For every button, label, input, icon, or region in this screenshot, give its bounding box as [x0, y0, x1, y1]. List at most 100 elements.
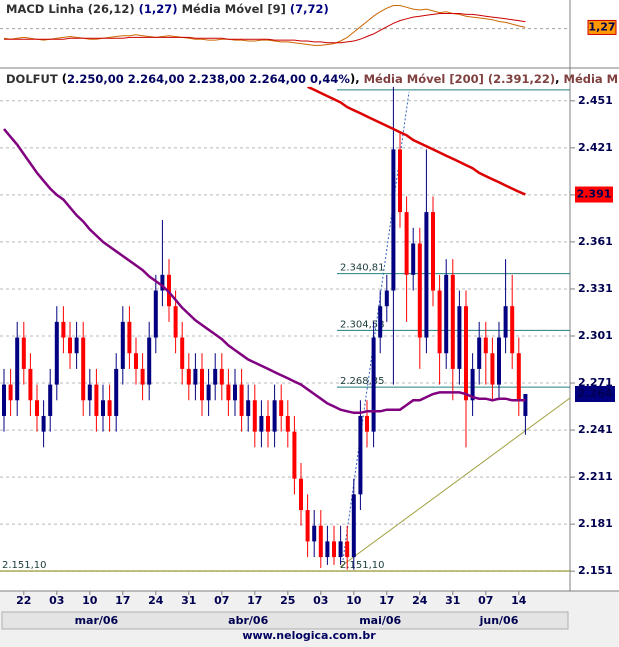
candle-body — [299, 478, 303, 511]
header-part: (7,72) — [290, 2, 329, 16]
candle-body — [239, 384, 244, 416]
header-part: DOLFUT — [6, 72, 58, 86]
x-tick-label: 31 — [181, 594, 196, 607]
x-tick-label: 10 — [82, 594, 98, 607]
candle-body — [325, 541, 330, 558]
candle-body — [54, 321, 59, 385]
value-box — [587, 19, 617, 35]
header-part: 2.250,00 — [67, 72, 124, 86]
candle-body — [61, 321, 66, 338]
header-part: Média M — [564, 72, 619, 86]
month-label: jun/06 — [479, 614, 519, 627]
fib-label: 2.340,81 — [340, 263, 385, 274]
x-tick-label: 03 — [49, 594, 64, 607]
header-part: Média Móvel [200] (2.391,22) — [364, 72, 556, 86]
macd-header: MACD Linha (26,12) (1,27) Média Móvel [9… — [6, 2, 329, 16]
candle-body — [173, 306, 178, 338]
candle-body — [497, 337, 501, 385]
macd-plot — [0, 5, 570, 46]
header-part: (1,27) — [139, 2, 178, 16]
x-tick-label: 17 — [379, 594, 394, 607]
candle-body — [457, 306, 462, 369]
candle-body — [424, 212, 429, 338]
candle-body — [444, 274, 449, 354]
candle-body — [503, 306, 508, 338]
candle-body — [510, 306, 515, 354]
x-tick-label: 31 — [445, 594, 460, 607]
candle-body — [41, 415, 46, 432]
candle-body — [338, 541, 343, 558]
candle-body — [266, 415, 270, 432]
close-box — [575, 386, 615, 403]
line-series — [3, 5, 526, 46]
close-box-label: 2.264 — [578, 387, 613, 400]
fib-label: 2.151,10 — [2, 560, 47, 571]
candle-body — [391, 149, 396, 291]
ma-box — [575, 186, 613, 203]
candle-body — [219, 368, 224, 385]
candle-body — [345, 541, 350, 558]
x-tick-label: 10 — [346, 594, 362, 607]
y-tick-label: 2.331 — [578, 282, 613, 295]
candle-body — [490, 353, 495, 385]
candle-body — [470, 368, 475, 401]
y-tick-label: 2.301 — [578, 329, 613, 342]
candle-body — [417, 243, 422, 338]
candle-body — [134, 353, 138, 369]
header-part: 2.238,00 — [189, 72, 246, 86]
candle-body — [8, 384, 13, 401]
candle-body — [186, 368, 191, 385]
x-tick-label: 17 — [247, 594, 262, 607]
fib-label: 2.304,58 — [340, 319, 385, 330]
support-line — [339, 397, 570, 568]
candle-body — [351, 494, 356, 558]
header-part: 2.264,00 — [249, 72, 306, 86]
candle-body — [431, 212, 435, 291]
candle-body — [35, 400, 39, 416]
candle-body — [81, 337, 86, 401]
y-tick-label: 2.361 — [578, 235, 613, 248]
candle-body — [107, 400, 112, 416]
x-tick-label: 24 — [148, 594, 164, 607]
candle-body — [87, 384, 92, 401]
overlay: MACD Linha (26,12) (1,27) Média Móvel [9… — [0, 2, 619, 627]
x-tick-label: 25 — [280, 594, 295, 607]
ma-box-label: 2.391 — [577, 188, 612, 201]
candle-body — [450, 274, 455, 369]
x-tick-label: 07 — [478, 594, 493, 607]
header-part: 0,44% — [310, 72, 350, 86]
footer: www.nelogica.com.br — [242, 629, 376, 642]
candle-body — [272, 400, 277, 432]
y-tick-label: 2.421 — [578, 141, 613, 154]
line-series — [3, 128, 526, 415]
candle-body — [437, 290, 442, 354]
month-label: abr/06 — [228, 614, 268, 627]
candle-body — [140, 368, 145, 385]
candle-body — [318, 525, 323, 558]
candle-body — [464, 306, 468, 401]
candle-body — [48, 384, 53, 416]
candle-body — [312, 525, 317, 542]
candle-body — [292, 431, 297, 479]
month-strip — [1, 611, 569, 630]
month-label: mai/06 — [359, 614, 401, 627]
candle-body — [2, 384, 6, 416]
candle-body — [101, 400, 105, 416]
x-tick-label: 17 — [115, 594, 130, 607]
x-tick-label: 14 — [511, 594, 527, 607]
candle-body — [160, 274, 165, 291]
candle-body — [365, 415, 369, 432]
candle-body — [279, 400, 284, 416]
candle-body — [180, 337, 185, 369]
candle-body — [285, 415, 290, 432]
candle-body — [378, 306, 383, 338]
price-plot: 2.151,10 2.151,10 2.268,35 2.304,58 2.340,81 — [0, 85, 570, 572]
y-tick-label: 2.181 — [578, 517, 613, 530]
line-series — [4, 13, 526, 44]
candle-body — [246, 400, 251, 416]
candle-body — [15, 337, 20, 401]
y-tick-label: 2.211 — [578, 470, 613, 483]
